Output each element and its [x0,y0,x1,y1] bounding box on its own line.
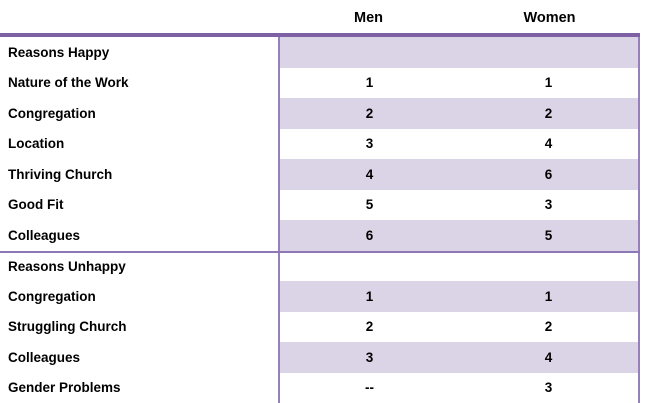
men-value [280,253,459,282]
table-row: Struggling Church 2 2 [0,311,640,342]
row-band [278,37,640,68]
men-value: 3 [365,349,374,365]
table-row: Colleagues 6 5 [0,220,640,251]
men-value [280,37,459,68]
women-value: 3 [544,197,553,213]
row-label: Struggling Church [0,311,278,342]
row-label: Nature of the Work [0,67,278,98]
table-row: Reasons Happy [0,37,640,68]
row-band: 4 6 [278,159,640,190]
table-row: Location 3 4 [0,128,640,159]
men-value: 2 [365,105,374,121]
row-band: 1 1 [278,281,640,312]
row-band: -- 3 [278,372,640,403]
column-headers: Men Women [0,0,640,33]
row-band: 3 4 [278,342,640,373]
women-value: 1 [544,288,553,304]
data-column-headers: Men Women [278,8,640,26]
row-band: 2 2 [278,98,640,129]
women-value: 3 [544,380,553,396]
women-value [459,37,638,68]
women-value: 6 [544,166,553,182]
table-row: Congregation 2 2 [0,98,640,129]
men-value: 1 [365,75,374,91]
row-band: 6 5 [278,220,640,251]
row-band: 3 4 [278,128,640,159]
men-value: 2 [365,319,374,335]
women-value: 2 [544,319,553,335]
men-value: 6 [365,227,374,243]
table-row: Congregation 1 1 [0,281,640,312]
women-value: 1 [544,75,553,91]
row-label: Congregation [0,98,278,129]
row-band: 1 1 [278,67,640,98]
men-value: 4 [365,166,374,182]
row-band [278,252,640,282]
men-value: 3 [365,136,374,152]
row-label: Gender Problems [0,372,278,403]
men-column-header: Men [354,9,383,26]
row-label: Location [0,128,278,159]
men-value: -- [365,380,374,396]
row-label: Thriving Church [0,159,278,190]
row-label: Reasons Happy [0,37,278,68]
table-row: Colleagues 3 4 [0,342,640,373]
row-label: Good Fit [0,189,278,220]
row-label: Colleagues [0,220,278,251]
row-label: Colleagues [0,342,278,373]
table-body: Reasons Happy Nature of the Work 1 1 Con… [0,33,640,403]
women-value: 4 [544,349,553,365]
row-label: Reasons Unhappy [0,252,278,281]
row-band: 5 3 [278,189,640,220]
women-value [459,253,638,282]
table-row: Thriving Church 4 6 [0,159,640,190]
table-row: Reasons Unhappy [0,250,640,282]
women-value: 2 [544,105,553,121]
row-band: 2 2 [278,311,640,342]
women-value: 5 [544,227,553,243]
row-label: Congregation [0,281,278,312]
women-column-header: Women [523,9,576,26]
table-row: Good Fit 5 3 [0,189,640,220]
men-value: 5 [365,197,374,213]
men-value: 1 [365,288,374,304]
table-rows: Reasons Happy Nature of the Work 1 1 Con… [0,37,640,403]
table-row: Gender Problems -- 3 [0,372,640,403]
table-row: Nature of the Work 1 1 [0,67,640,98]
women-value: 4 [544,136,553,152]
